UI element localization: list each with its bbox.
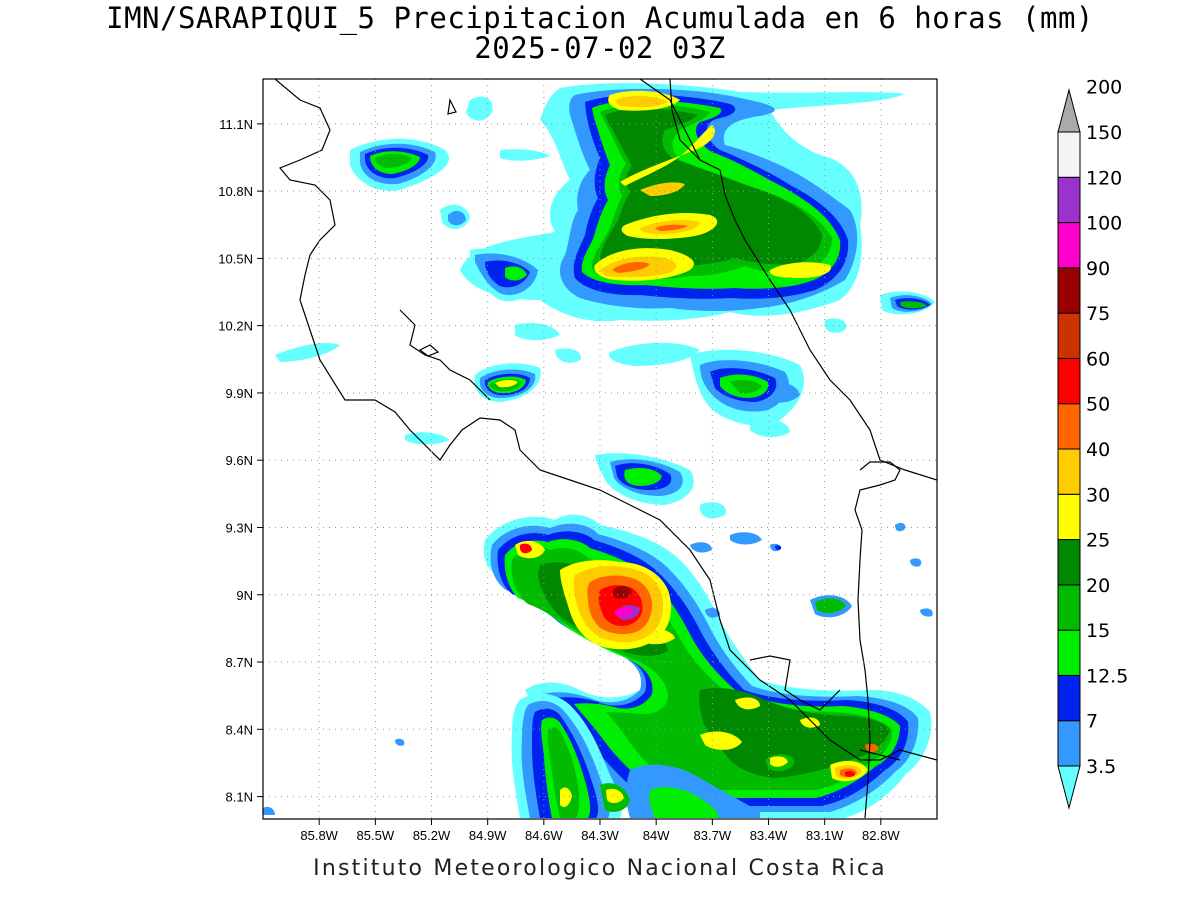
lat-tick-label: 9.9N — [226, 386, 253, 401]
lat-tick-label: 9.6N — [226, 453, 253, 468]
colorbar-swatch — [1057, 312, 1081, 359]
map-title: IMN/SARAPIQUI_5 Precipitacion Acumulada … — [106, 1, 1094, 35]
lon-tick-label: 82.8W — [862, 828, 900, 843]
lon-tick-label: 84.9W — [469, 828, 507, 843]
lat-tick-label: 8.4N — [226, 722, 253, 737]
colorbar-label: 20 — [1086, 575, 1110, 597]
colorbar-swatch — [1057, 720, 1081, 767]
colorbar-label: 50 — [1086, 394, 1110, 416]
lon-tick-label: 84.3W — [581, 828, 619, 843]
colorbar-label: 25 — [1086, 530, 1110, 552]
colorbar-label: 200 — [1086, 77, 1122, 99]
lat-tick-label: 10.8N — [218, 184, 253, 199]
lat-tick-label: 10.2N — [218, 319, 253, 334]
colorbar-label: 30 — [1086, 484, 1110, 506]
lat-tick-label: 9N — [236, 588, 253, 603]
colorbar-swatch — [1057, 131, 1081, 178]
colorbar-swatch — [1057, 176, 1081, 224]
colorbar-label: 12.5 — [1086, 665, 1128, 687]
grid-lines — [263, 79, 937, 819]
lon-tick-label: 85.5W — [357, 828, 395, 843]
colorbar-swatch — [1057, 267, 1081, 314]
lat-tick-label: 8.1N — [226, 790, 253, 805]
colorbar-swatch — [1057, 448, 1081, 495]
lat-tick-label: 11.1N — [219, 117, 253, 132]
colorbar-swatch — [1057, 584, 1081, 631]
colorbar-underflow-arrow — [1057, 765, 1081, 810]
colorbar-label: 40 — [1086, 439, 1110, 461]
lon-tick-label: 85.2W — [413, 828, 451, 843]
precipitation-field — [263, 83, 935, 818]
latitude-axis: 11.1N 10.8N 10.5N 10.2N 9.9N 9.6N 9.3N 9N 8.7N 8.… — [218, 117, 263, 805]
lon-tick-label: 83.1W — [806, 828, 844, 843]
lon-tick-label: 84W — [643, 828, 670, 843]
colorbar-swatch — [1057, 403, 1081, 450]
lon-tick-label: 84.6W — [525, 828, 563, 843]
footer-credit: Instituto Meteorologico Nacional Costa R… — [313, 856, 887, 881]
lon-tick-label: 85.8W — [300, 828, 338, 843]
colorbar-label: 15 — [1086, 620, 1110, 642]
colorbar-swatch — [1057, 222, 1081, 269]
colorbar-swatch — [1057, 493, 1081, 541]
colorbar-swatch — [1057, 674, 1081, 722]
lon-tick-label: 83.7W — [694, 828, 732, 843]
coastlines — [274, 79, 937, 819]
colorbar-label: 60 — [1086, 348, 1110, 370]
colorbar-label: 75 — [1086, 303, 1110, 325]
rain-cluster-central — [405, 342, 804, 519]
colorbar-label: 90 — [1086, 258, 1110, 280]
colorbar-swatch — [1057, 629, 1081, 676]
colorbar-swatch — [1057, 539, 1081, 586]
colorbar-swatch — [1057, 357, 1081, 405]
colorbar-label: 120 — [1086, 167, 1122, 189]
lat-tick-label: 10.5N — [218, 251, 253, 266]
colorbar-label: 100 — [1086, 213, 1122, 235]
colorbar-label: 7 — [1086, 711, 1098, 733]
map-valid-time: 2025-07-02 03Z — [474, 31, 726, 65]
rain-cluster-north — [275, 83, 935, 362]
colorbar-label: 150 — [1086, 122, 1122, 144]
longitude-axis: 85.8W 85.5W 85.2W 84.9W 84.6W 84.3W 84W 83.7W 83… — [300, 819, 900, 843]
lat-tick-label: 9.3N — [226, 520, 253, 535]
lat-tick-label: 8.7N — [226, 655, 253, 670]
colorbar: 3.5 7 12.5 15 20 25 30 40 50 60 75 90 100 120 150 200 — [1057, 77, 1128, 810]
rain-cluster-south — [263, 514, 933, 818]
lon-tick-label: 83.4W — [750, 828, 788, 843]
colorbar-label: 3.5 — [1086, 756, 1116, 778]
colorbar-overflow-arrow — [1057, 88, 1081, 133]
